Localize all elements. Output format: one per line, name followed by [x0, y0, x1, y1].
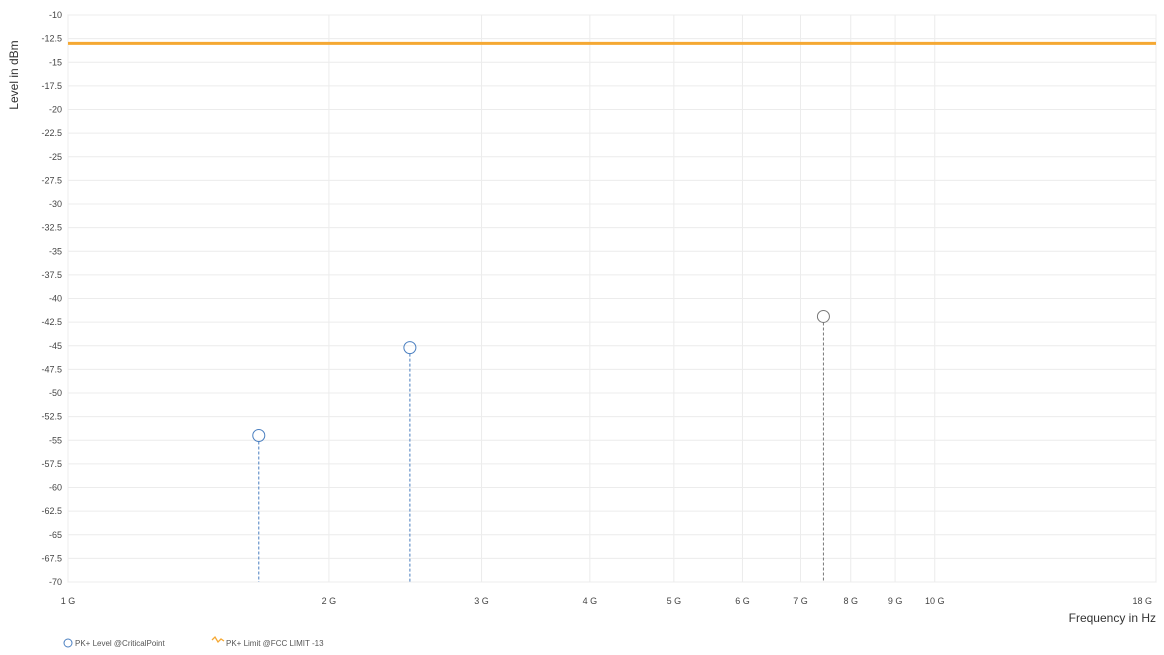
y-tick-label: -22.5 [41, 128, 62, 138]
y-tick-label: -60 [49, 483, 62, 493]
y-tick-label: -12.5 [41, 34, 62, 44]
data-point [403, 341, 417, 355]
legend-marker-level [63, 638, 73, 648]
x-tick-label: 7 G [793, 596, 808, 606]
y-tick-label: -52.5 [41, 412, 62, 422]
y-tick-label: -47.5 [41, 364, 62, 374]
series-layer [68, 41, 1156, 582]
y-tick-label: -57.5 [41, 459, 62, 469]
x-tick-label: 5 G [667, 596, 682, 606]
x-tick-label: 3 G [474, 596, 489, 606]
y-tick-label: -25 [49, 152, 62, 162]
y-tick-label: -50 [49, 388, 62, 398]
y-tick-label: -37.5 [41, 270, 62, 280]
y-tick-label: -32.5 [41, 223, 62, 233]
legend-label-limit: PK+ Limit @FCC LIMIT -13 [226, 639, 324, 648]
y-tick-label: -20 [49, 105, 62, 115]
y-tick-label: -27.5 [41, 175, 62, 185]
y-tick-label: -30 [49, 199, 62, 209]
x-tick-label: 10 G [925, 596, 945, 606]
x-tick-label: 2 G [322, 596, 337, 606]
y-tick-label: -62.5 [41, 506, 62, 516]
legend-label-level: PK+ Level @CriticalPoint [75, 639, 165, 648]
data-point [816, 309, 830, 323]
y-tick-label: -15 [49, 57, 62, 67]
y-tick-label: -45 [49, 341, 62, 351]
x-tick-label: 1 G [61, 596, 76, 606]
x-tick-label: 6 G [735, 596, 750, 606]
y-tick-label: -42.5 [41, 317, 62, 327]
data-point [252, 429, 266, 443]
legend-marker-limit [211, 635, 225, 644]
y-tick-label: -67.5 [41, 553, 62, 563]
legend: PK+ Level @CriticalPoint PK+ Limit @FCC … [63, 635, 324, 648]
y-axis-label: Level in dBm [7, 40, 21, 109]
x-tick-label: 18 G [1132, 596, 1152, 606]
y-tick-label: -40 [49, 294, 62, 304]
x-tick-label: 8 G [843, 596, 858, 606]
x-tick-label: 4 G [583, 596, 598, 606]
label-layer: Level in dBm Frequency in Hz [7, 40, 1156, 625]
y-tick-label: -10 [49, 10, 62, 20]
y-tick-label: -17.5 [41, 81, 62, 91]
y-tick-label: -35 [49, 246, 62, 256]
y-tick-label: -65 [49, 530, 62, 540]
grid-layer [67, 14, 1157, 583]
x-tick-label: 9 G [888, 596, 903, 606]
x-axis-label: Frequency in Hz [1069, 611, 1156, 625]
axis-layer: -10 -12.5 -15 -17.5 -20 -22.5 -25 -27.5 -30 -32.5… [41, 10, 1152, 606]
y-tick-label: -70 [49, 577, 62, 587]
y-tick-label: -55 [49, 435, 62, 445]
